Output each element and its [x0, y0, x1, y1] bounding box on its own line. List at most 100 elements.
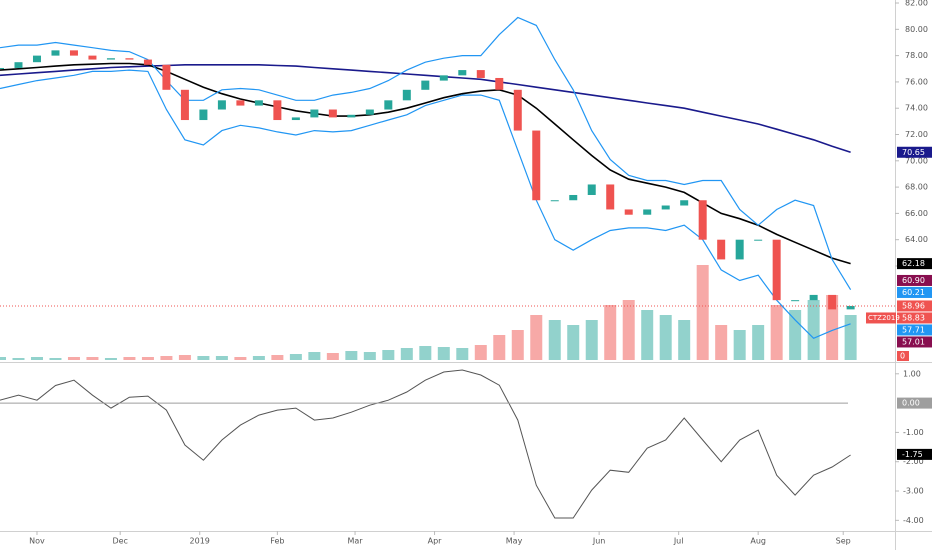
volume-bar [308, 352, 321, 360]
candle-body [51, 50, 60, 56]
volume-bar [456, 348, 469, 360]
candle-body [439, 75, 448, 81]
x-tick-label: Mar [347, 537, 363, 546]
volume-bar [474, 345, 487, 360]
volume-bar [511, 330, 524, 360]
indicator-line [0, 16, 852, 291]
volume-bar [289, 354, 302, 360]
x-tick-label: Sep [836, 537, 851, 546]
candle-body [143, 59, 152, 65]
y-tick-label: 66.00 [905, 209, 928, 218]
price-badge [897, 258, 932, 270]
candle-body [532, 130, 541, 201]
volume-bar [160, 356, 173, 360]
volume-bar [400, 348, 413, 360]
volume-bar [826, 295, 839, 360]
volume-bar [86, 357, 99, 360]
volume-bar [12, 358, 25, 360]
price-badge [897, 336, 932, 348]
indicator-line [0, 69, 851, 340]
y-tick-label: -4.00 [903, 516, 924, 525]
volume-bar [752, 325, 765, 360]
candle-body [328, 109, 337, 118]
symbol-badge [866, 312, 896, 324]
volume-tick-label: 0 [900, 352, 905, 361]
x-tick-label: Dec [112, 537, 127, 546]
y-tick-label: 1.00 [903, 369, 921, 378]
x-tick-label: Feb [270, 537, 284, 546]
volume-bar [178, 355, 191, 360]
x-tick-label: Apr [428, 537, 443, 546]
volume-bar [585, 320, 598, 360]
price-badge-label: 57.01 [902, 337, 925, 346]
symbol-label: CTZ2019 [868, 314, 900, 322]
volume-bar [641, 310, 654, 360]
price-badge [897, 312, 932, 324]
volume-bar [604, 305, 617, 360]
candle-body [754, 239, 763, 241]
price-badge-label: 60.90 [902, 276, 925, 285]
y-tick-label: 82.00 [905, 0, 928, 8]
candle-body [384, 100, 393, 110]
volume-bar [271, 355, 284, 360]
price-badge-label: 60.21 [902, 288, 925, 297]
candle-body [717, 239, 726, 260]
candle-body [88, 55, 97, 60]
volume-bar [104, 358, 117, 360]
volume-bar [252, 356, 265, 360]
volume-bar [493, 335, 506, 360]
candle-body [365, 109, 374, 115]
x-tick-label: May [506, 537, 523, 546]
candle-body [495, 77, 504, 90]
volume-bar [363, 352, 376, 360]
volume-bar [659, 315, 672, 360]
candle-body [587, 184, 596, 195]
volume-bar [234, 357, 247, 360]
y-tick-label: 68.00 [905, 183, 928, 192]
price-badge-label: 58.96 [902, 301, 925, 310]
candle-body [254, 100, 263, 106]
volume-bar [715, 325, 728, 360]
x-tick-label: Nov [29, 537, 45, 546]
volume-bar [789, 310, 802, 360]
candle-body [661, 205, 670, 210]
y-tick-label: 72.00 [905, 130, 928, 139]
x-tick-label: 2019 [190, 537, 210, 546]
candle-body [273, 100, 282, 121]
volume-bar [197, 356, 210, 360]
candle-body [347, 114, 356, 118]
candle-body [606, 184, 615, 210]
x-tick-label: Aug [750, 537, 766, 546]
price-badge-label: 58.83 [902, 313, 925, 322]
volume-bar [844, 315, 857, 360]
price-badge [897, 324, 932, 336]
y-tick-label: -2.00 [903, 457, 924, 466]
volume-bar [530, 315, 543, 360]
volume-bar [548, 320, 561, 360]
candle-body [162, 64, 171, 90]
candle-body [310, 109, 319, 118]
candle-body [569, 194, 578, 201]
volume-bar [67, 357, 80, 360]
candle-body [828, 294, 837, 310]
volume-bar [807, 300, 820, 360]
price-badge [897, 300, 932, 312]
volume-bar [326, 353, 339, 360]
candle-body [624, 209, 633, 215]
volume-bar [345, 351, 358, 360]
y-tick-label: 70.00 [905, 156, 928, 165]
volume-bar [622, 300, 635, 360]
x-tick-label: Jul [673, 537, 684, 546]
y-tick-label: 76.00 [905, 77, 928, 86]
volume-bar [123, 357, 136, 360]
candle-body [846, 305, 855, 310]
candle-body [643, 209, 652, 215]
candle-body [180, 89, 189, 121]
volume-bar [567, 325, 580, 360]
candle-body [513, 89, 522, 131]
candle-body [402, 89, 411, 101]
candle-body [735, 239, 744, 260]
volume-bar [678, 320, 691, 360]
